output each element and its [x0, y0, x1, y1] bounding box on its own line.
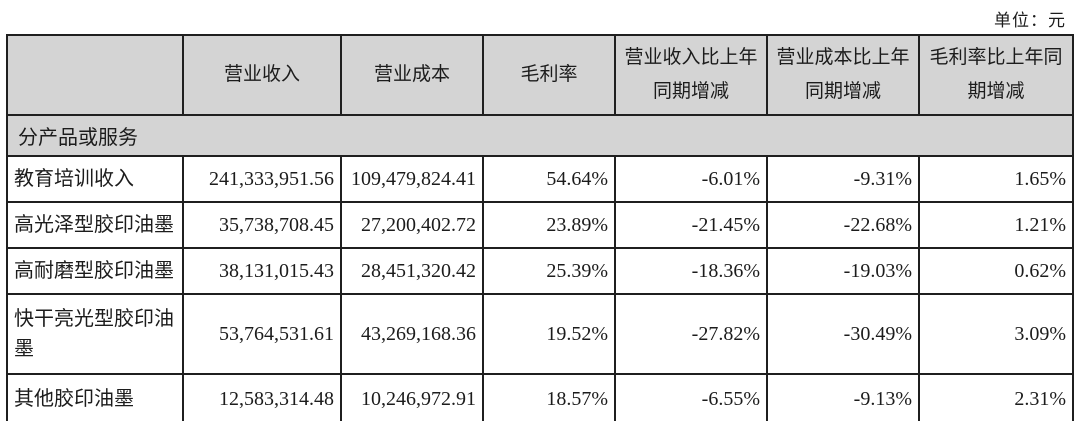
margin-yoy-value: 3.09%	[918, 293, 1074, 375]
margin-value: 54.64%	[482, 155, 616, 203]
revenue-yoy-value: -21.45%	[614, 201, 768, 249]
row-label: 快干亮光型胶印油墨	[6, 293, 184, 375]
header-revenue-yoy: 营业收入比上年同期增减	[614, 34, 768, 116]
header-cost: 营业成本	[340, 34, 484, 116]
cost-yoy-value: -22.68%	[766, 201, 920, 249]
margin-yoy-value: 1.21%	[918, 201, 1074, 249]
revenue-value: 53,764,531.61	[182, 293, 342, 375]
table-header-row: 营业收入 营业成本 毛利率 营业收入比上年同期增减 营业成本比上年同期增减 毛利…	[6, 34, 1074, 116]
cost-value: 27,200,402.72	[340, 201, 484, 249]
section-label: 分产品或服务	[6, 114, 1074, 157]
row-label: 高光泽型胶印油墨	[6, 201, 184, 249]
row-label: 教育培训收入	[6, 155, 184, 203]
revenue-value: 35,738,708.45	[182, 201, 342, 249]
margin-yoy-value: 2.31%	[918, 373, 1074, 421]
revenue-value: 38,131,015.43	[182, 247, 342, 295]
header-margin-yoy: 毛利率比上年同期增减	[918, 34, 1074, 116]
product-service-financial-table: 营业收入 营业成本 毛利率 营业收入比上年同期增减 营业成本比上年同期增减 毛利…	[6, 34, 1074, 421]
cost-value: 43,269,168.36	[340, 293, 484, 375]
section-row: 分产品或服务	[6, 114, 1074, 157]
margin-yoy-value: 1.65%	[918, 155, 1074, 203]
cost-value: 109,479,824.41	[340, 155, 484, 203]
margin-value: 18.57%	[482, 373, 616, 421]
revenue-value: 12,583,314.48	[182, 373, 342, 421]
row-label: 其他胶印油墨	[6, 373, 184, 421]
margin-value: 23.89%	[482, 201, 616, 249]
unit-label: 单位：元	[994, 11, 1066, 30]
table-row: 高光泽型胶印油墨 35,738,708.45 27,200,402.72 23.…	[6, 201, 1074, 249]
cost-yoy-value: -19.03%	[766, 247, 920, 295]
cost-value: 28,451,320.42	[340, 247, 484, 295]
header-revenue: 营业收入	[182, 34, 342, 116]
revenue-value: 241,333,951.56	[182, 155, 342, 203]
revenue-yoy-value: -18.36%	[614, 247, 768, 295]
revenue-yoy-value: -6.55%	[614, 373, 768, 421]
table-row: 快干亮光型胶印油墨 53,764,531.61 43,269,168.36 19…	[6, 293, 1074, 375]
header-cost-yoy: 营业成本比上年同期增减	[766, 34, 920, 116]
table-row: 其他胶印油墨 12,583,314.48 10,246,972.91 18.57…	[6, 373, 1074, 421]
revenue-yoy-value: -27.82%	[614, 293, 768, 375]
row-label: 高耐磨型胶印油墨	[6, 247, 184, 295]
margin-value: 19.52%	[482, 293, 616, 375]
cost-yoy-value: -9.13%	[766, 373, 920, 421]
header-corner-cell	[6, 34, 184, 116]
cost-value: 10,246,972.91	[340, 373, 484, 421]
table-row: 教育培训收入 241,333,951.56 109,479,824.41 54.…	[6, 155, 1074, 203]
margin-yoy-value: 0.62%	[918, 247, 1074, 295]
margin-value: 25.39%	[482, 247, 616, 295]
header-margin: 毛利率	[482, 34, 616, 116]
revenue-yoy-value: -6.01%	[614, 155, 768, 203]
table-row: 高耐磨型胶印油墨 38,131,015.43 28,451,320.42 25.…	[6, 247, 1074, 295]
cost-yoy-value: -30.49%	[766, 293, 920, 375]
cost-yoy-value: -9.31%	[766, 155, 920, 203]
